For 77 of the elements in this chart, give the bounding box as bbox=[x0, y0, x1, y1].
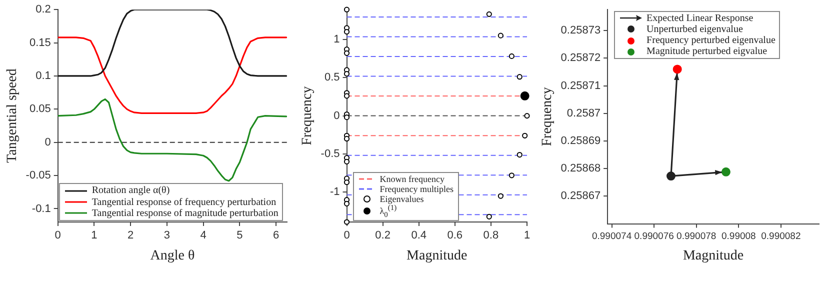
x-tick-label: 0.990082 bbox=[761, 231, 801, 242]
x-tick-label: 0.990074 bbox=[592, 231, 632, 242]
legend-label: Known frequency bbox=[380, 174, 444, 184]
y-tick-label: 0.25869 bbox=[560, 135, 601, 148]
point bbox=[344, 179, 350, 186]
x-tick-label: 0 bbox=[344, 230, 350, 242]
x-tick-label: 0.4 bbox=[411, 230, 426, 242]
x-tick-label: 6 bbox=[273, 230, 280, 242]
y-tick-label: 0.25868 bbox=[560, 162, 601, 175]
y-axis-title: Frequency bbox=[540, 87, 556, 146]
y-tick-label: 0.15 bbox=[29, 36, 51, 49]
point bbox=[508, 53, 514, 60]
x-tick-label: 4 bbox=[200, 230, 206, 242]
point bbox=[344, 70, 350, 77]
y-tick-label: -0.5 bbox=[320, 148, 340, 160]
x-tick-label: 0.2 bbox=[375, 230, 390, 242]
point bbox=[344, 28, 350, 35]
x-tick-label: 1 bbox=[91, 230, 98, 242]
point bbox=[344, 6, 350, 12]
x-tick-label: 0.990076 bbox=[634, 231, 674, 242]
point bbox=[672, 64, 682, 74]
y-tick-label: -1 bbox=[330, 186, 340, 198]
point bbox=[522, 132, 528, 138]
y-tick-label: 0.25867 bbox=[560, 190, 601, 202]
x-tick-label: 0.6 bbox=[447, 230, 463, 242]
y-tick-label: 0.2587 bbox=[566, 107, 601, 120]
y-tick-label: 0.2 bbox=[36, 4, 51, 16]
y-tick-label: 0.05 bbox=[29, 103, 51, 116]
x-axis-title: Magnitude bbox=[682, 248, 744, 264]
x-tick-label: 0.990078 bbox=[676, 231, 716, 242]
x-tick-label: 3 bbox=[164, 230, 170, 242]
legend-label: Expected Linear Response bbox=[646, 12, 754, 24]
legend-label: Frequency multiples bbox=[380, 184, 454, 194]
x-tick-label: 5 bbox=[236, 230, 243, 242]
x-tick-label: 1 bbox=[524, 230, 530, 242]
y-tick-label: 0 bbox=[44, 136, 51, 148]
y-tick-label: 1 bbox=[334, 33, 340, 46]
y-tick-label: 0.25872 bbox=[560, 52, 601, 64]
y-tick-label: 0 bbox=[334, 110, 340, 122]
point bbox=[344, 114, 350, 120]
point bbox=[666, 172, 676, 181]
legend-label: Rotation angle α(θ) bbox=[92, 185, 170, 197]
point bbox=[344, 136, 350, 142]
y-tick-label: 0.25873 bbox=[560, 24, 601, 37]
x-tick-label: 0 bbox=[54, 230, 61, 242]
y-tick-label: -0.05 bbox=[26, 170, 51, 182]
legend-label: Unperturbed eigenvalue bbox=[646, 24, 743, 35]
point bbox=[344, 93, 350, 99]
x-axis-title: Angle θ bbox=[150, 248, 195, 264]
point bbox=[520, 91, 530, 100]
y-tick-label: -0.1 bbox=[32, 202, 51, 215]
point bbox=[344, 200, 350, 206]
y-axis-title: Frequency bbox=[300, 86, 316, 146]
y-tick-label: 0.1 bbox=[36, 70, 51, 82]
point bbox=[486, 11, 492, 17]
point bbox=[344, 50, 350, 56]
legend-label: Frequency perturbed eigenvalue bbox=[646, 34, 776, 46]
point bbox=[721, 167, 730, 176]
point bbox=[344, 158, 350, 164]
y-tick-label: 0.5 bbox=[324, 72, 340, 84]
point bbox=[516, 152, 522, 158]
point bbox=[486, 214, 492, 220]
point bbox=[498, 32, 504, 38]
legend-label: Tangential response of frequency perturbation bbox=[92, 196, 276, 208]
y-axis-title: Tangential speed bbox=[5, 68, 20, 163]
legend-label: Magnitude perturbed eigvalue bbox=[646, 46, 768, 58]
point bbox=[498, 193, 504, 199]
point bbox=[516, 74, 522, 80]
y-tick-label: 0.25871 bbox=[560, 80, 601, 92]
x-axis-title: Magnitude bbox=[406, 248, 468, 264]
legend-label: Eigenvalues bbox=[380, 194, 424, 204]
point bbox=[508, 172, 514, 178]
point bbox=[524, 113, 530, 119]
x-tick-label: 0.99008 bbox=[721, 231, 756, 242]
x-tick-label: 0.8 bbox=[483, 230, 499, 242]
x-tick-label: 2 bbox=[128, 230, 134, 242]
legend-label: Tangential response of magnitude perturbation bbox=[92, 208, 278, 219]
